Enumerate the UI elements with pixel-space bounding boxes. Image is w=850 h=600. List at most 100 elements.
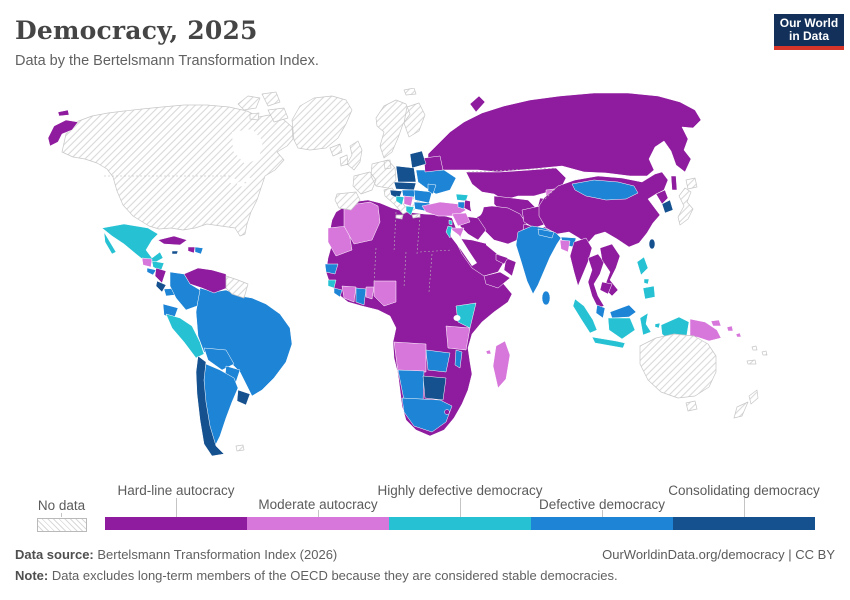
country-ivory-coast[interactable] (341, 285, 357, 303)
country-czechia-slovakia[interactable] (393, 181, 417, 191)
page-subtitle: Data by the Bertelsmann Transformation I… (15, 53, 319, 69)
country-belarus[interactable] (423, 155, 444, 173)
country-peru[interactable] (165, 313, 205, 359)
country-tanzania[interactable] (445, 325, 471, 351)
falkland-islands[interactable] (235, 444, 245, 452)
country-malaysia[interactable] (595, 304, 637, 319)
country-zambia[interactable] (425, 349, 451, 373)
country-bosnia[interactable] (395, 195, 405, 206)
country-armenia[interactable] (457, 201, 466, 210)
country-nepal[interactable] (537, 228, 555, 239)
country-haiti[interactable] (187, 246, 196, 254)
country-poland[interactable] (395, 165, 417, 183)
country-myanmar[interactable] (569, 237, 593, 287)
country-laos-vietnam[interactable] (599, 243, 621, 297)
legend-color-bar (105, 517, 815, 530)
country-thailand[interactable] (587, 253, 605, 309)
country-chile[interactable] (195, 355, 225, 457)
hudson-bay (232, 129, 263, 164)
country-liberia[interactable] (333, 287, 343, 298)
country-nigeria[interactable] (373, 280, 397, 307)
country-baltic-states[interactable] (409, 150, 427, 169)
country-ukraine[interactable] (415, 169, 457, 195)
country-ghana[interactable] (355, 287, 367, 306)
legend-tick-consolidating (743, 498, 745, 517)
owid-link[interactable]: OurWorldinData.org/democracy | CC BY (602, 547, 835, 562)
country-russia[interactable] (427, 92, 702, 191)
country-australia[interactable] (639, 333, 717, 412)
arctic-islands[interactable] (237, 91, 289, 123)
country-north-korea[interactable] (655, 189, 669, 205)
no-data-label: No data (37, 498, 86, 513)
legend-segment-hardline[interactable] (105, 517, 247, 530)
country-papua-new-guinea[interactable] (689, 318, 742, 342)
country-senegal[interactable] (324, 263, 339, 275)
country-taiwan[interactable] (648, 238, 656, 250)
country-jamaica[interactable] (171, 250, 179, 255)
legend-segment-defective[interactable] (531, 517, 673, 530)
country-philippines[interactable] (636, 256, 656, 300)
country-botswana[interactable] (422, 375, 447, 401)
country-cambodia[interactable] (599, 281, 613, 295)
legend-segment-moderate[interactable] (247, 517, 389, 530)
country-mongolia[interactable] (571, 179, 639, 201)
country-malawi[interactable] (454, 349, 463, 369)
country-angola[interactable] (393, 341, 427, 373)
country-moldova[interactable] (427, 183, 437, 195)
country-turkey[interactable] (421, 201, 467, 217)
country-syria[interactable] (451, 212, 471, 227)
country-mexico[interactable] (101, 223, 164, 264)
legend-segment-consolidating[interactable] (673, 517, 815, 530)
country-madagascar[interactable] (485, 340, 511, 389)
legend-tick-defective (601, 510, 603, 517)
country-japan[interactable] (677, 177, 698, 226)
no-data-swatch[interactable] (37, 518, 87, 532)
no-data-tick (61, 513, 62, 517)
country-south-korea[interactable] (661, 199, 674, 214)
legend-segment-highly-defective[interactable] (389, 517, 531, 530)
note-text: Data excludes long-term members of the O… (48, 568, 618, 583)
country-dominican-republic[interactable] (194, 246, 204, 255)
red-sea (451, 229, 477, 266)
country-nicaragua[interactable] (154, 267, 167, 284)
country-albania-north-macedonia[interactable] (405, 205, 415, 216)
country-bangladesh[interactable] (559, 239, 571, 253)
legend-label-moderate: Moderate autocracy (258, 497, 378, 512)
persian-gulf (486, 238, 504, 256)
country-guyana-suriname[interactable] (225, 275, 249, 299)
country-uae-qatar[interactable] (495, 253, 509, 265)
country-israel-lebanon[interactable] (445, 219, 453, 239)
data-source-text: Bertelsmann Transformation Index (2026) (93, 547, 338, 562)
logo-accent-bar (774, 46, 844, 50)
data-source-line: Data source: Bertelsmann Transformation … (15, 547, 337, 562)
owid-logo[interactable]: Our World in Data (774, 14, 844, 50)
note-label: Note: (15, 568, 49, 583)
country-russia-chukotka-fragment[interactable] (47, 109, 79, 147)
country-cuba[interactable] (157, 235, 188, 246)
country-guatemala[interactable] (141, 257, 153, 268)
country-eswatini[interactable] (444, 409, 450, 415)
country-hungary[interactable] (401, 189, 417, 198)
country-oman[interactable] (503, 257, 517, 277)
country-indonesia[interactable] (572, 298, 690, 349)
legend-label-highly-defective: Highly defective democracy (377, 483, 543, 498)
country-united-states-canada[interactable] (61, 104, 294, 237)
caspian-sea (470, 191, 484, 217)
country-greenland[interactable] (291, 95, 353, 151)
country-algeria[interactable] (343, 201, 381, 245)
country-costa-rica[interactable] (155, 280, 167, 293)
legend-label-defective: Defective democracy (538, 497, 666, 512)
country-serbia[interactable] (403, 195, 414, 207)
country-benin-togo[interactable] (365, 286, 375, 300)
page-title: Democracy, 2025 (15, 16, 258, 45)
country-colombia[interactable] (169, 271, 201, 311)
country-sri-lanka[interactable] (541, 290, 551, 306)
country-new-zealand[interactable] (733, 389, 759, 419)
country-el-salvador[interactable] (146, 267, 157, 276)
country-south-africa[interactable] (401, 397, 453, 433)
pacific-islands[interactable] (746, 345, 768, 365)
country-georgia[interactable] (455, 193, 469, 202)
country-uruguay[interactable] (236, 389, 251, 406)
country-kazakhstan[interactable] (465, 167, 567, 201)
country-yemen[interactable] (483, 271, 511, 289)
